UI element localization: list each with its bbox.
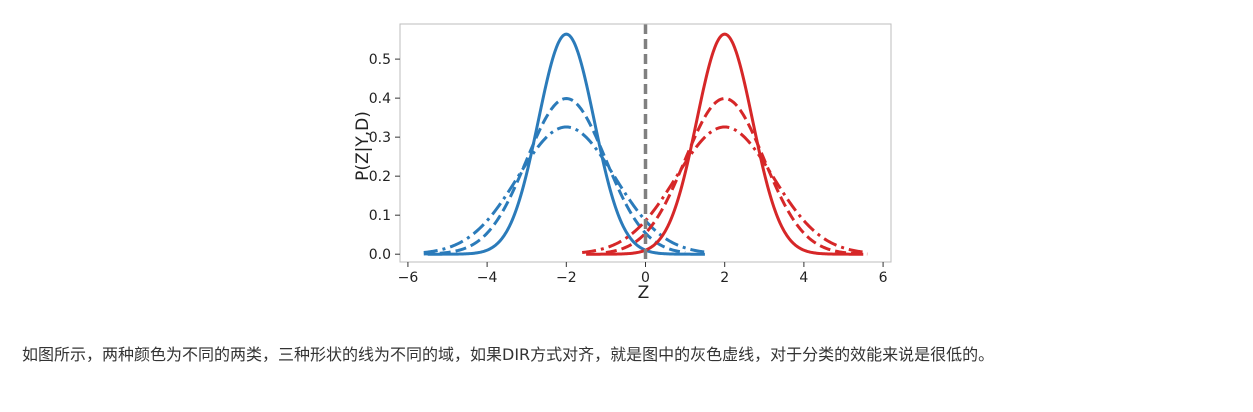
curves-group — [423, 32, 868, 256]
x-tick-label: 0 — [641, 270, 650, 286]
y-tick-label: 0.5 — [369, 52, 391, 68]
curve-blue-dashed — [423, 97, 686, 256]
y-tick-label: 0.4 — [369, 91, 391, 107]
y-tick-label: 0.1 — [369, 208, 391, 224]
curve-blue-solid — [427, 32, 706, 256]
y-tick-label: 0.3 — [369, 130, 391, 146]
curve-red-dash-dot — [581, 125, 868, 254]
x-tick-label: −6 — [398, 270, 419, 286]
x-tick-label: −4 — [477, 270, 498, 286]
x-axis-label: Z — [638, 283, 650, 303]
curve-red-solid — [585, 32, 864, 256]
x-tick-label: −2 — [556, 270, 577, 286]
y-tick-label: 0.2 — [369, 169, 391, 185]
curve-blue-dash-dot — [423, 125, 710, 254]
y-tick-label: 0.0 — [369, 247, 391, 263]
gaussian-density-chart: −6 −4 −2 0 2 4 6 0.0 0.1 0.2 0.3 0.4 0.5 Z P(Z|Y,D) — [353, 23, 892, 303]
x-tick-label: 4 — [799, 270, 808, 286]
x-tick-label: 6 — [879, 270, 888, 286]
y-axis-label: P(Z|Y,D) — [353, 111, 373, 181]
figure-caption: 如图所示，两种颜色为不同的两类，三种形状的线为不同的域，如果DIR方式对齐，就是… — [22, 345, 995, 364]
curve-red-dashed — [605, 97, 868, 256]
x-tick-label: 2 — [720, 270, 729, 286]
